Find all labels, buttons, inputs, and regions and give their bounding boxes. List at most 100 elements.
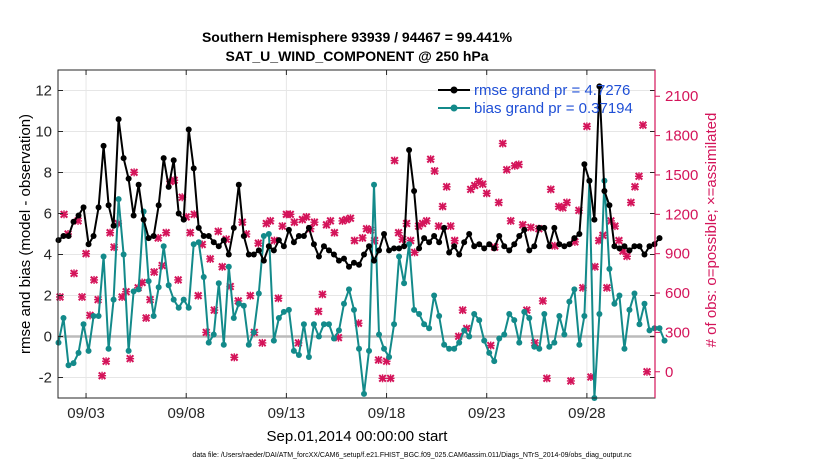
rmse-data-point [275, 237, 282, 244]
obs-marker [350, 236, 359, 245]
rmse-data-point [541, 224, 548, 231]
rmse-data-point [75, 212, 82, 219]
bias-data-point [65, 362, 72, 369]
rmse-data-point [636, 243, 643, 250]
rmse-data-point [616, 245, 623, 252]
bias-data-point [626, 306, 633, 313]
obs-marker [374, 355, 383, 364]
bias-data-point [75, 349, 82, 356]
bias-data-point [411, 306, 418, 313]
obs-marker [526, 223, 535, 232]
rmse-data-point [431, 233, 438, 240]
bias-data-point [150, 313, 157, 319]
rmse-data-point [185, 126, 192, 133]
legend-bias-marker [450, 104, 458, 112]
obs-marker [330, 228, 339, 237]
y-left-tick-label: 10 [35, 124, 52, 141]
bias-data-point [350, 306, 357, 313]
obs-marker [394, 228, 403, 237]
obs-marker [254, 239, 263, 248]
rmse-data-point [235, 181, 242, 188]
rmse-data-point [356, 261, 363, 268]
obs-marker [630, 182, 639, 191]
x-tick-label: 09/13 [268, 405, 306, 422]
x-tick-label: 09/28 [568, 405, 606, 422]
obs-marker [98, 371, 107, 380]
bias-data-point [361, 390, 368, 397]
bias-data-point [366, 347, 373, 354]
x-tick-label: 09/08 [167, 405, 205, 422]
rmse-data-point [631, 243, 638, 250]
bias-data-point [446, 345, 453, 352]
obs-marker [426, 155, 435, 164]
rmse-data-point [175, 210, 182, 217]
bias-data-point [340, 300, 347, 307]
rmse-data-point [596, 83, 603, 90]
bias-data-point [506, 310, 513, 317]
y-left-tick-label: 8 [44, 165, 52, 182]
rmse-data-point [280, 243, 287, 250]
bias-data-point [270, 337, 277, 344]
rmse-data-point [546, 243, 553, 250]
rmse-data-point [55, 237, 62, 244]
bias-data-point [406, 241, 413, 248]
rmse-data-point [150, 233, 157, 240]
rmse-data-point [606, 202, 613, 209]
bias-data-point [225, 263, 232, 270]
obs-marker [55, 292, 65, 301]
obs-marker [634, 172, 643, 181]
bias-data-point [145, 278, 152, 285]
obs-count-markers [55, 121, 651, 385]
y-right-tick-label: 600 [665, 285, 690, 302]
rmse-data-point [160, 155, 167, 162]
bias-data-point [376, 331, 383, 338]
rmse-data-point [656, 235, 663, 242]
rmse-data-point [210, 239, 217, 246]
rmse-data-point [130, 212, 137, 219]
obs-marker [266, 216, 275, 225]
bias-data-point [511, 317, 518, 324]
obs-marker [246, 291, 255, 300]
bias-data-point [215, 280, 222, 287]
bias-data-point [200, 274, 207, 281]
bias-data-point [521, 308, 528, 315]
rmse-data-point [371, 257, 378, 264]
rmse-data-point [115, 116, 122, 123]
rmse-data-point [255, 247, 262, 254]
rmse-data-point [165, 183, 172, 190]
obs-marker [70, 269, 79, 278]
obs-marker [478, 180, 487, 189]
rmse-data-point [295, 233, 302, 240]
bias-data-point [536, 345, 543, 352]
rmse-data-point [325, 247, 332, 254]
bias-data-point [205, 339, 212, 346]
bias-data-point [310, 321, 317, 328]
data-file-footnote: data file: /Users/raeder/DAI/ATM_forcXX/… [192, 452, 632, 459]
y-left-tick-label: 6 [44, 206, 52, 223]
rmse-data-point [516, 233, 523, 240]
obs-marker [230, 353, 239, 362]
rmse-data-point [646, 243, 653, 250]
rmse-data-point [621, 243, 628, 250]
bias-data-point [285, 306, 292, 313]
obs-marker [622, 252, 631, 261]
bias-data-point [255, 290, 262, 297]
bias-data-point [125, 347, 132, 354]
obs-marker [434, 222, 443, 231]
bias-data-point [325, 321, 332, 328]
rmse-data-point [551, 224, 558, 231]
obs-marker [402, 219, 411, 228]
obs-marker [90, 275, 99, 284]
bias-data-point [576, 341, 583, 348]
obs-marker [274, 294, 283, 303]
bias-data-point [275, 315, 282, 322]
obs-marker [82, 249, 91, 258]
y-left-tick-label: 4 [44, 247, 52, 264]
bias-data-point [581, 313, 588, 319]
obs-marker [626, 198, 635, 207]
x-tick-label: 09/18 [368, 405, 406, 422]
rmse-data-point [406, 146, 413, 153]
bias-data-point [641, 300, 648, 307]
bias-data-point [295, 351, 302, 358]
obs-marker [150, 268, 159, 277]
